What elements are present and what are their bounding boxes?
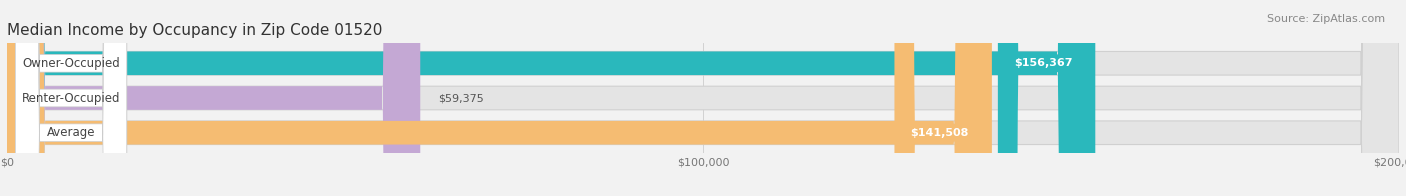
Text: Owner-Occupied: Owner-Occupied (22, 57, 120, 70)
Text: Renter-Occupied: Renter-Occupied (22, 92, 121, 104)
FancyBboxPatch shape (15, 0, 127, 196)
Text: Average: Average (46, 126, 96, 139)
FancyBboxPatch shape (15, 0, 127, 196)
FancyBboxPatch shape (7, 0, 1095, 196)
Text: Source: ZipAtlas.com: Source: ZipAtlas.com (1267, 14, 1385, 24)
FancyBboxPatch shape (7, 0, 1399, 196)
Text: $156,367: $156,367 (1014, 58, 1073, 68)
FancyBboxPatch shape (7, 0, 420, 196)
FancyBboxPatch shape (15, 0, 127, 196)
FancyBboxPatch shape (7, 0, 1399, 196)
Text: Median Income by Occupancy in Zip Code 01520: Median Income by Occupancy in Zip Code 0… (7, 23, 382, 38)
FancyBboxPatch shape (7, 0, 1399, 196)
FancyBboxPatch shape (894, 0, 986, 196)
Text: $59,375: $59,375 (437, 93, 484, 103)
FancyBboxPatch shape (998, 0, 1088, 196)
FancyBboxPatch shape (7, 0, 991, 196)
Text: $141,508: $141,508 (911, 128, 969, 138)
